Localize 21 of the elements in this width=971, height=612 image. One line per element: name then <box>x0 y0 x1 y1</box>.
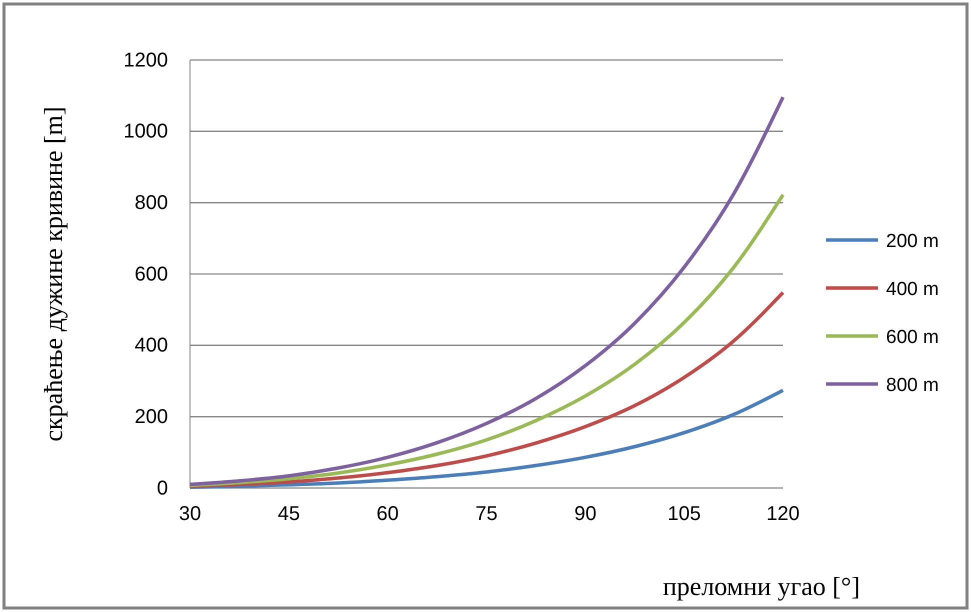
legend-label: 400 m <box>886 279 939 300</box>
legend-label: 600 m <box>886 327 939 348</box>
x-tick-label: 60 <box>376 503 399 526</box>
line-series <box>188 95 785 486</box>
x-tick-label: 75 <box>475 503 498 526</box>
x-tick-label: 90 <box>574 503 596 526</box>
x-tick-label: 120 <box>766 503 800 526</box>
y-axis-title: скраћење дужине кривине [m] <box>39 106 68 442</box>
x-tick-label: 45 <box>278 503 300 526</box>
y-tick-label: 1200 <box>124 49 168 72</box>
x-axis-title: преломни угао [°] <box>662 572 860 601</box>
x-tick-label: 105 <box>667 503 701 526</box>
legend-label: 200 m <box>886 231 939 252</box>
y-tick-label: 600 <box>134 263 168 286</box>
y-tick-label: 1000 <box>124 120 168 143</box>
y-tick-label: 0 <box>156 477 168 500</box>
legend-label: 800 m <box>886 375 939 396</box>
y-tick-label: 800 <box>134 192 168 214</box>
x-tick-label: 30 <box>178 503 202 526</box>
y-tick-label: 400 <box>134 334 168 357</box>
y-tick-label: 200 <box>134 406 168 428</box>
